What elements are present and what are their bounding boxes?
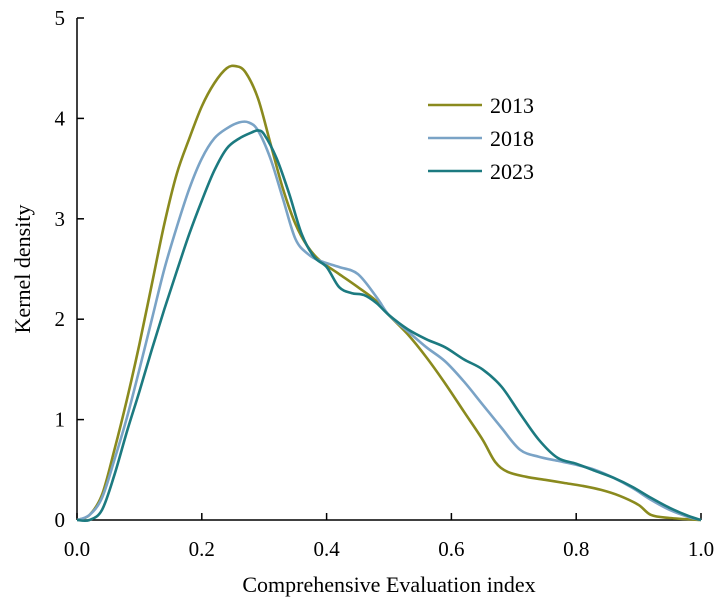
y-tick-label: 1 bbox=[55, 408, 66, 432]
x-tick-label: 0.0 bbox=[64, 537, 90, 561]
plot-area: 0 1 2 3 4 5 0.0 0.2 0.4 0.6 0.8 1.0 bbox=[55, 6, 715, 561]
y-axis-ticks: 0 1 2 3 4 5 bbox=[55, 6, 84, 532]
legend-label-2013: 2013 bbox=[490, 93, 534, 118]
series-line-2023 bbox=[76, 129, 702, 523]
y-tick-label: 5 bbox=[55, 6, 66, 30]
x-tick-label: 1.0 bbox=[688, 537, 714, 561]
legend: 2013 2018 2023 bbox=[428, 93, 534, 184]
x-axis-ticks: 0.0 0.2 0.4 0.6 0.8 1.0 bbox=[64, 513, 714, 561]
legend-label-2018: 2018 bbox=[490, 126, 534, 151]
series-lines bbox=[76, 64, 702, 523]
y-axis-label: Kernel density bbox=[10, 205, 35, 334]
y-tick-label: 0 bbox=[55, 508, 66, 532]
series-line-2013 bbox=[76, 64, 702, 522]
x-tick-label: 0.2 bbox=[189, 537, 215, 561]
x-tick-label: 0.4 bbox=[313, 537, 340, 561]
x-tick-label: 0.6 bbox=[438, 537, 464, 561]
y-tick-label: 2 bbox=[55, 307, 66, 331]
x-tick-label: 0.8 bbox=[563, 537, 589, 561]
series-line-2018 bbox=[76, 120, 702, 522]
y-tick-label: 4 bbox=[55, 106, 66, 130]
x-axis-label: Comprehensive Evaluation index bbox=[242, 572, 535, 597]
legend-label-2023: 2023 bbox=[490, 159, 534, 184]
y-tick-label: 3 bbox=[55, 207, 66, 231]
